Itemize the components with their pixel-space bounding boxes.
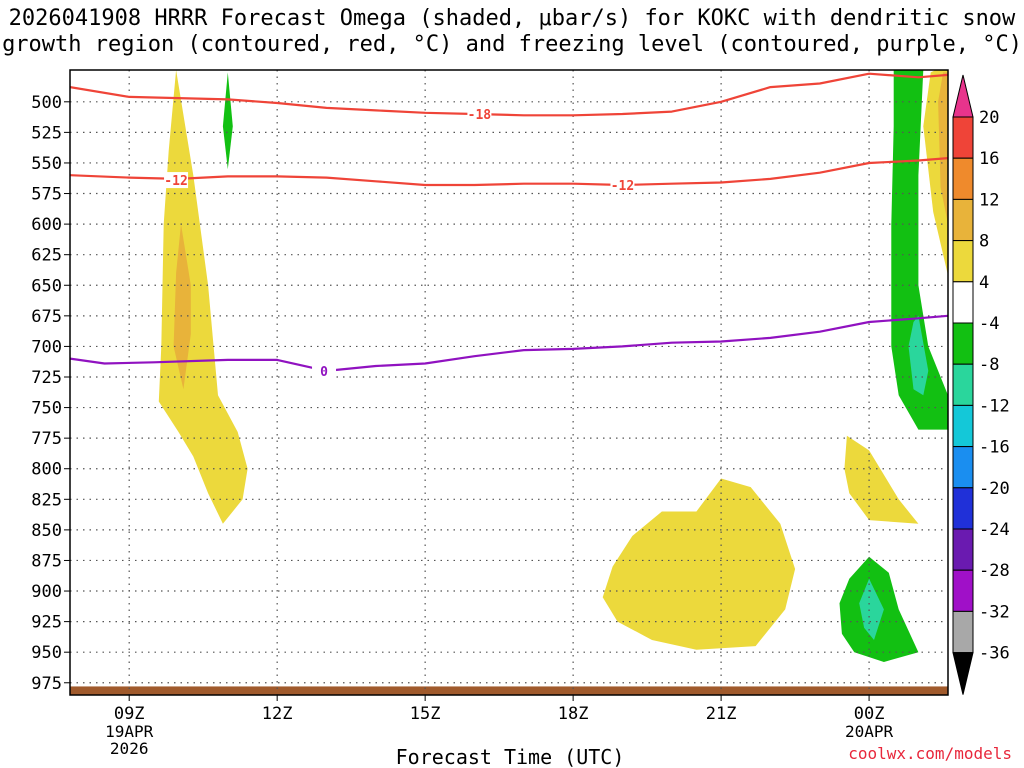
omega-region-1	[173, 224, 191, 390]
terrain-layer	[70, 686, 948, 695]
omega-region-7	[844, 435, 919, 524]
x-tick-date: 20APR	[845, 722, 894, 741]
colorbar-label: -20	[979, 479, 1010, 499]
y-tick-label: 975	[31, 674, 62, 694]
omega-region-6	[908, 315, 929, 396]
omega-region-10	[859, 578, 884, 640]
y-tick-label: 650	[31, 276, 62, 296]
colorbar-bin	[952, 363, 974, 406]
x-tick-label: 21Z	[706, 704, 737, 724]
contour-layer: -18 -12 -12 0	[70, 72, 948, 380]
y-tick-label: 750	[31, 399, 62, 419]
colorbar-bin	[952, 610, 974, 654]
colorbar-label: -28	[979, 561, 1010, 581]
colorbar-bin	[952, 528, 974, 571]
x-tick-label: 00Z	[854, 704, 885, 724]
colorbar-bin	[952, 322, 974, 365]
y-tick-label: 550	[31, 154, 62, 174]
y-tick-label: 775	[31, 429, 62, 449]
plot-frame	[69, 69, 949, 696]
colorbar-label: 4	[979, 273, 989, 293]
y-tick-label: 700	[31, 337, 62, 357]
y-tick-label: 675	[31, 307, 62, 327]
colorbar-bin	[952, 569, 974, 612]
y-tick-label: 850	[31, 521, 62, 541]
grid-layer	[70, 70, 948, 695]
contour-line-3	[70, 314, 948, 372]
y-tick-label: 525	[31, 123, 62, 143]
colorbar-label: -24	[979, 520, 1010, 540]
x-tick-label: 18Z	[558, 704, 589, 724]
contour-label-bg	[164, 172, 189, 189]
omega-shading-layer	[158, 70, 948, 662]
x-tick-label: 09Z	[114, 704, 145, 724]
colorbar-top-arrow	[952, 74, 974, 118]
y-tick-label: 600	[31, 215, 62, 235]
colorbar-label: -4	[979, 314, 999, 334]
colorbar-bin	[952, 157, 974, 200]
omega-region-8	[602, 478, 796, 650]
x-axis-title: Forecast Time (UTC)	[396, 745, 625, 768]
colorbar-bin	[952, 404, 974, 448]
contour-label: -18	[468, 108, 492, 123]
colorbar-label: 8	[979, 232, 989, 252]
omega-region-5	[891, 70, 948, 430]
axis-layer: 500 525 550 575 600 625 650 675 700 725 750 775 800 8…	[31, 93, 893, 758]
colorbar-label: 20	[979, 108, 999, 128]
y-tick-label: 500	[31, 93, 62, 113]
contour-line-1	[70, 157, 948, 187]
contour-label: 0	[320, 365, 328, 380]
y-tick-label: 625	[31, 246, 62, 266]
colorbar-bin	[952, 198, 974, 242]
y-tick-label: 875	[31, 551, 62, 571]
y-tick-label: 825	[31, 490, 62, 510]
contour-label: -12	[611, 179, 634, 194]
contour-label-bg	[312, 362, 337, 379]
y-tick-label: 725	[31, 368, 62, 388]
colorbar-bin	[952, 116, 974, 159]
colorbar-label: -36	[979, 644, 1010, 664]
y-tick-label: 900	[31, 582, 62, 602]
contour-line-0	[70, 72, 948, 117]
x-tick-label: 12Z	[262, 704, 293, 724]
y-tick-label: 575	[31, 185, 62, 205]
colorbar-bin	[952, 281, 974, 324]
y-tick-label: 950	[31, 643, 62, 663]
colorbar-label: -8	[979, 355, 999, 375]
colorbar-label: 12	[979, 190, 999, 210]
colorbar-label: -16	[979, 438, 1010, 458]
colorbar-bin	[952, 446, 974, 489]
contour-label: -12	[164, 174, 187, 189]
terrain-surface	[70, 686, 948, 695]
omega-region-4	[938, 72, 948, 225]
x-tick-date: 19APR	[105, 722, 154, 741]
colorbar-bin	[952, 240, 974, 283]
y-tick-label: 925	[31, 613, 62, 633]
contour-label-bg	[467, 106, 492, 123]
chart-title: 2026041908 HRRR Forecast Omega (shaded, …	[2, 6, 1022, 57]
omega-region-2	[222, 72, 233, 170]
colorbar-label: -32	[979, 602, 1010, 622]
colorbar: 20 16 12 8 4 -4 -8 -12 -16 -20 -24 -28 -32 -36	[952, 74, 1010, 695]
colorbar-label: -12	[979, 396, 1010, 416]
contour-label-bg	[610, 176, 635, 193]
y-tick-label: 800	[31, 460, 62, 480]
x-tick-label: 15Z	[410, 704, 441, 724]
omega-region-0	[158, 70, 248, 524]
colorbar-bottom-arrow	[952, 652, 974, 695]
site-credit[interactable]: coolwx.com/models	[848, 744, 1012, 763]
colorbar-label: 16	[979, 149, 999, 169]
colorbar-bin	[952, 487, 974, 530]
x-tick-year: 2026	[110, 739, 149, 758]
